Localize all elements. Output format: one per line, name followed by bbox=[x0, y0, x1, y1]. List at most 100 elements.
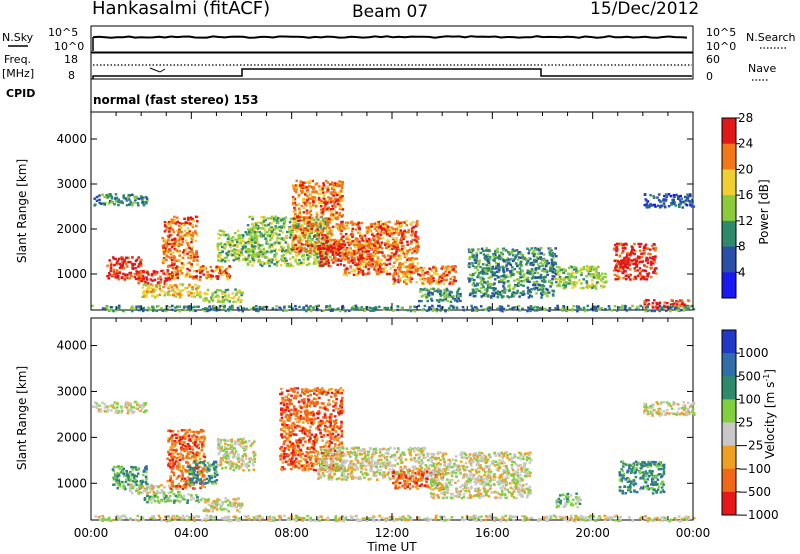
data-cell bbox=[525, 258, 528, 261]
data-cell bbox=[638, 267, 642, 270]
data-cell bbox=[117, 200, 120, 204]
data-cell bbox=[239, 305, 242, 308]
data-cell bbox=[601, 276, 605, 279]
data-cell bbox=[115, 269, 119, 272]
data-cell bbox=[591, 286, 594, 289]
data-cell bbox=[645, 257, 649, 260]
data-cell bbox=[253, 239, 257, 242]
data-cell bbox=[342, 240, 346, 243]
data-cell bbox=[494, 291, 498, 294]
data-cell bbox=[365, 230, 368, 233]
data-cell bbox=[217, 232, 220, 236]
data-cell bbox=[294, 219, 297, 223]
data-cell bbox=[502, 285, 505, 288]
data-cell bbox=[332, 194, 335, 197]
data-cell bbox=[299, 230, 303, 233]
data-cell bbox=[432, 266, 435, 269]
data-cell bbox=[315, 231, 319, 234]
data-cell bbox=[366, 251, 370, 254]
data-cell bbox=[392, 265, 395, 268]
data-cell bbox=[259, 250, 262, 254]
data-cell bbox=[338, 203, 341, 207]
data-cell bbox=[441, 299, 444, 302]
data-cell bbox=[301, 231, 304, 235]
data-cell bbox=[500, 296, 504, 299]
data-cell bbox=[610, 309, 613, 312]
colorbar-tick-label: 28 bbox=[738, 111, 753, 125]
data-cell bbox=[327, 245, 331, 249]
data-cell bbox=[337, 200, 341, 203]
data-cell bbox=[372, 309, 376, 312]
data-cell bbox=[109, 269, 113, 272]
data-cell bbox=[415, 246, 419, 250]
data-cell bbox=[300, 249, 303, 252]
data-cell bbox=[456, 292, 459, 296]
data-cell bbox=[294, 191, 298, 194]
data-cell bbox=[333, 253, 336, 257]
data-cell bbox=[517, 283, 521, 286]
data-cell bbox=[340, 240, 343, 243]
data-cell bbox=[540, 279, 544, 283]
beam-title: Beam 07 bbox=[352, 2, 428, 22]
data-cell bbox=[322, 184, 326, 187]
data-cell bbox=[397, 233, 400, 236]
data-cell bbox=[137, 305, 140, 308]
data-cell bbox=[120, 265, 124, 269]
data-cell bbox=[330, 244, 333, 247]
data-cell bbox=[690, 203, 694, 206]
data-cell bbox=[635, 264, 639, 267]
data-cell bbox=[297, 253, 301, 256]
data-cell bbox=[305, 229, 309, 232]
data-cell bbox=[224, 295, 227, 298]
data-cell bbox=[467, 248, 471, 251]
nsearch-label: N.Search bbox=[746, 31, 796, 44]
data-cell bbox=[343, 268, 347, 272]
data-cell bbox=[477, 274, 480, 277]
data-cell bbox=[372, 251, 376, 255]
data-cell bbox=[389, 255, 393, 258]
data-cell bbox=[232, 259, 236, 262]
data-cell bbox=[122, 267, 126, 270]
data-cell bbox=[158, 293, 161, 296]
data-cell bbox=[122, 196, 126, 200]
data-cell bbox=[597, 277, 601, 280]
data-cell bbox=[300, 217, 304, 221]
data-cell bbox=[179, 235, 182, 239]
data-cell bbox=[544, 280, 547, 283]
data-cell bbox=[395, 227, 398, 231]
data-cell bbox=[411, 251, 414, 255]
data-cell bbox=[432, 279, 435, 282]
data-cell bbox=[357, 271, 361, 274]
data-cell bbox=[613, 305, 617, 308]
data-cell bbox=[444, 279, 448, 282]
data-cell bbox=[251, 264, 254, 267]
data-cell bbox=[535, 248, 539, 251]
data-cell bbox=[180, 262, 184, 265]
data-cell bbox=[137, 281, 141, 284]
data-cell bbox=[564, 284, 568, 287]
data-cell bbox=[154, 270, 157, 273]
data-cell bbox=[282, 224, 286, 227]
data-cell bbox=[445, 287, 449, 291]
data-cell bbox=[408, 278, 412, 282]
data-cell bbox=[433, 289, 437, 293]
data-cell bbox=[450, 304, 454, 308]
data-cell bbox=[476, 289, 480, 292]
data-cell bbox=[604, 308, 607, 311]
data-cell bbox=[335, 211, 338, 214]
data-cell bbox=[370, 259, 373, 262]
data-cell bbox=[266, 250, 269, 253]
data-cell bbox=[198, 278, 202, 281]
data-cell bbox=[672, 194, 676, 197]
data-cell bbox=[513, 279, 516, 282]
data-cell bbox=[555, 265, 559, 269]
data-cell bbox=[399, 221, 402, 225]
data-cell bbox=[310, 244, 314, 248]
data-cell bbox=[131, 305, 134, 308]
data-cell bbox=[199, 290, 202, 294]
data-cell bbox=[595, 281, 599, 284]
data-cell bbox=[119, 264, 123, 267]
data-cell bbox=[555, 280, 558, 284]
data-cell bbox=[290, 247, 293, 251]
data-cell bbox=[320, 201, 324, 205]
